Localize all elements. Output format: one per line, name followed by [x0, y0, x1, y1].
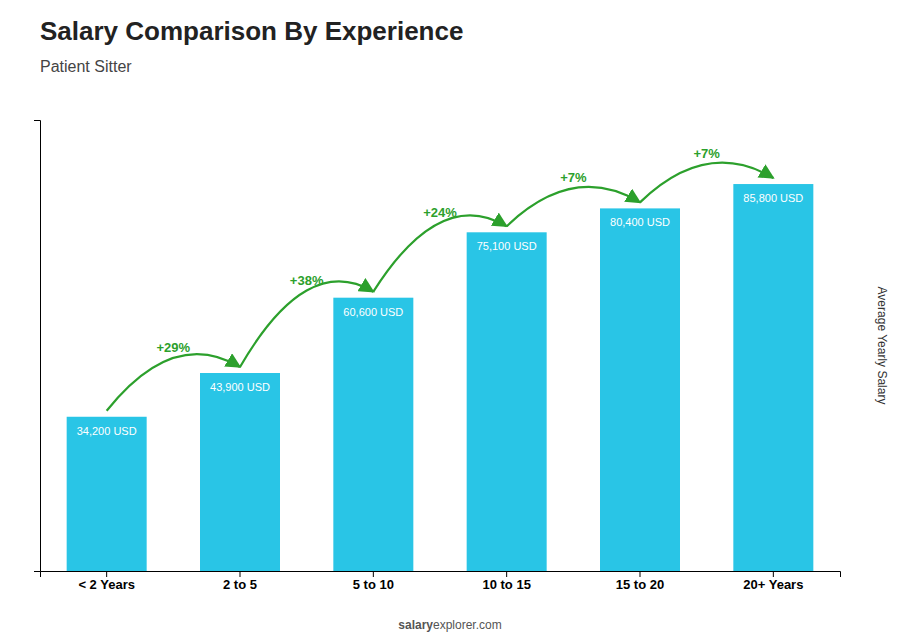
bars	[67, 184, 814, 571]
x-tick: 2 to 5	[223, 571, 257, 592]
data-label: 75,100 USD	[477, 240, 537, 252]
x-tick-mark	[773, 571, 774, 577]
x-axis-line	[41, 572, 841, 578]
data-label: 34,200 USD	[77, 425, 137, 437]
annotations: +29% +38% +24% +7% +7%	[107, 146, 774, 411]
y-axis-title: Average Yearly Salary	[875, 287, 889, 405]
annotation-arrow	[373, 215, 506, 291]
x-tick-label: 15 to 20	[616, 577, 664, 592]
annotation-arrow	[107, 354, 240, 411]
y-axis	[34, 121, 41, 572]
x-tick: 5 to 10	[353, 571, 394, 592]
x-axis: < 2 Years 2 to 5 5 to 10 10 to 15 15 to 20 20…	[41, 571, 841, 592]
x-tick: < 2 Years	[78, 571, 135, 592]
annotation-arrow	[240, 281, 373, 367]
data-label: 80,400 USD	[610, 216, 670, 228]
annotation-arrow	[640, 163, 773, 203]
annotation: +29%	[157, 340, 191, 355]
x-tick-mark	[373, 571, 374, 577]
plot: < 2 Years 2 to 5 5 to 10 10 to 15 15 to 20 20…	[34, 121, 841, 593]
data-labels: 34,200 USD 43,900 USD 60,600 USD 75,100 USD…	[77, 192, 804, 437]
x-tick: 15 to 20	[616, 571, 664, 592]
bar	[733, 184, 813, 571]
title: Salary Comparison By Experience	[40, 16, 463, 46]
x-tick: 20+ Years	[743, 571, 803, 592]
data-label: 43,900 USD	[210, 381, 270, 393]
bar	[67, 417, 147, 571]
watermark-part: explorer.com	[433, 618, 502, 632]
x-tick-mark	[640, 571, 641, 577]
watermark-part: salary	[398, 618, 433, 632]
bar	[333, 298, 413, 571]
watermark: salaryexplorer.com	[398, 618, 501, 632]
x-tick-label: 20+ Years	[743, 577, 803, 592]
x-tick: 10 to 15	[482, 571, 530, 592]
x-tick-mark	[106, 571, 107, 577]
y-axis-line	[34, 121, 41, 572]
annotation: +7%	[560, 170, 587, 185]
x-tick-label: 2 to 5	[223, 577, 257, 592]
x-tick-label: 10 to 15	[482, 577, 530, 592]
x-tick-label: 5 to 10	[353, 577, 394, 592]
x-tick-mark	[506, 571, 507, 577]
annotation-arrow	[507, 187, 640, 226]
data-label: 85,800 USD	[743, 192, 803, 204]
subtitle: Patient Sitter	[40, 58, 132, 75]
x-tick-mark	[240, 571, 241, 577]
data-label: 60,600 USD	[343, 306, 403, 318]
chart: Salary Comparison By Experience Patient S…	[0, 0, 900, 641]
bar	[600, 208, 680, 571]
bar	[467, 232, 547, 571]
annotation: +24%	[423, 205, 457, 220]
annotation: +38%	[290, 273, 324, 288]
annotation: +7%	[693, 146, 720, 161]
bar	[200, 373, 280, 571]
x-tick-label: < 2 Years	[78, 577, 135, 592]
